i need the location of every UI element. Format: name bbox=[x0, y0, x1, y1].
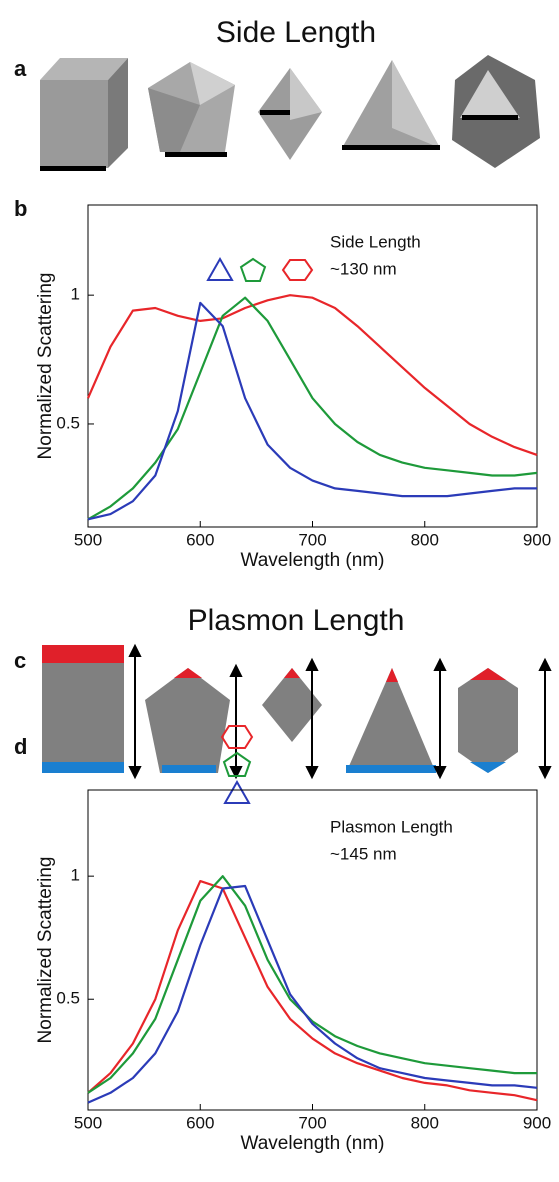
y-axis-label: Normalized Scattering bbox=[35, 273, 56, 460]
heading: Side Length bbox=[216, 16, 376, 49]
plot-frame bbox=[87, 789, 538, 1111]
annotation: Plasmon Length bbox=[330, 817, 453, 836]
annotation: Side Length bbox=[330, 232, 421, 251]
x-tick-label: 600 bbox=[186, 530, 214, 549]
x-tick-label: 700 bbox=[298, 530, 326, 549]
y-axis-label: Normalized Scattering bbox=[35, 857, 56, 1044]
x-tick-label: 700 bbox=[298, 1113, 326, 1132]
annotation: ~130 nm bbox=[330, 259, 397, 278]
x-axis-label: Wavelength (nm) bbox=[241, 550, 385, 571]
y-tick-label: 0.5 bbox=[56, 413, 80, 432]
x-tick-label: 800 bbox=[411, 1113, 439, 1132]
series-line bbox=[87, 301, 537, 521]
panel-label: a bbox=[14, 56, 27, 81]
markers bbox=[206, 256, 314, 804]
x-tick-label: 900 bbox=[523, 1113, 551, 1132]
y-tick-label: 0.5 bbox=[56, 989, 80, 1008]
series-line bbox=[87, 875, 537, 1094]
y-tick-label: 1 bbox=[71, 866, 80, 885]
x-tick-label: 500 bbox=[74, 530, 102, 549]
shapes-c bbox=[42, 643, 552, 780]
series-line bbox=[87, 884, 538, 1104]
panel-label: c bbox=[14, 648, 26, 673]
x-tick-label: 900 bbox=[523, 530, 551, 549]
series-line bbox=[86, 294, 538, 456]
x-tick-label: 500 bbox=[74, 1113, 102, 1132]
series-line bbox=[87, 296, 538, 521]
x-axis-label: Wavelength (nm) bbox=[241, 1133, 385, 1154]
series-line bbox=[87, 880, 538, 1102]
annotation: ~145 nm bbox=[330, 844, 397, 863]
shapes-a bbox=[40, 55, 540, 171]
x-tick-label: 600 bbox=[186, 1113, 214, 1132]
x-tick-label: 800 bbox=[411, 530, 439, 549]
panel-label: b bbox=[14, 196, 27, 221]
y-tick-label: 1 bbox=[71, 285, 80, 304]
plot-frame bbox=[87, 204, 538, 528]
heading: Plasmon Length bbox=[188, 604, 405, 637]
panel-label: d bbox=[14, 734, 27, 759]
